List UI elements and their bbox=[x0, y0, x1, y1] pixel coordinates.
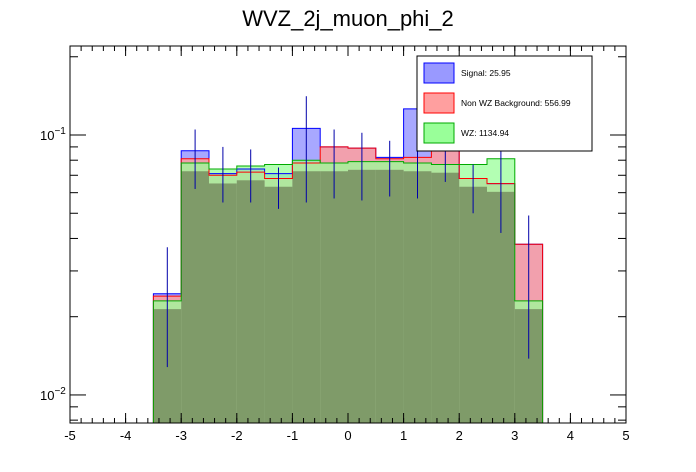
histogram-bars bbox=[152, 108, 544, 424]
legend: Signal: 25.95 Non WZ Background: 556.99 WZ… bbox=[416, 55, 593, 152]
chart-title: WVZ_2j_muon_phi_2 bbox=[242, 6, 454, 31]
x-tick-label: 3 bbox=[511, 428, 518, 443]
bar-overlap-2 bbox=[209, 183, 237, 423]
x-tick-label: -5 bbox=[64, 428, 76, 443]
legend-swatch bbox=[423, 122, 455, 144]
legend-swatch bbox=[423, 62, 455, 84]
axes: -5 -4 -3 -2 -1 0 1 2 3 4 5 10−1 10−2 bbox=[40, 46, 630, 443]
x-tick-label: 5 bbox=[622, 428, 629, 443]
bar-overlap-5 bbox=[292, 171, 321, 423]
x-tick-label: 4 bbox=[567, 428, 574, 443]
x-tick-label: -1 bbox=[287, 428, 299, 443]
bar-overlap-10 bbox=[431, 172, 460, 423]
bar-overlap-4 bbox=[264, 186, 293, 423]
legend-label: Non WZ Background: 556.99 bbox=[461, 98, 571, 108]
bar-overlap-8 bbox=[375, 169, 404, 423]
x-tick-label: -3 bbox=[175, 428, 187, 443]
x-tick-label: 2 bbox=[456, 428, 463, 443]
bar-overlap-9 bbox=[403, 171, 432, 423]
bar-overlap-11 bbox=[459, 186, 487, 423]
bar-overlap-6 bbox=[320, 171, 348, 423]
outline-non-wz-background bbox=[152, 142, 544, 423]
y-tick-label: 10−2 bbox=[40, 386, 66, 403]
legend-swatch bbox=[423, 92, 455, 114]
bar-overlap-3 bbox=[236, 180, 265, 423]
y-tick-label: 10−1 bbox=[40, 126, 66, 143]
x-tick-label: -4 bbox=[120, 428, 132, 443]
bar-overlap-1 bbox=[181, 171, 209, 423]
x-tick-label: 1 bbox=[400, 428, 407, 443]
legend-label: WZ: 1134.94 bbox=[461, 128, 509, 138]
x-tick-label: -2 bbox=[231, 428, 243, 443]
bar-overlap-7 bbox=[348, 169, 376, 423]
x-tick-label: 0 bbox=[344, 428, 351, 443]
legend-label: Signal: 25.95 bbox=[461, 68, 511, 78]
